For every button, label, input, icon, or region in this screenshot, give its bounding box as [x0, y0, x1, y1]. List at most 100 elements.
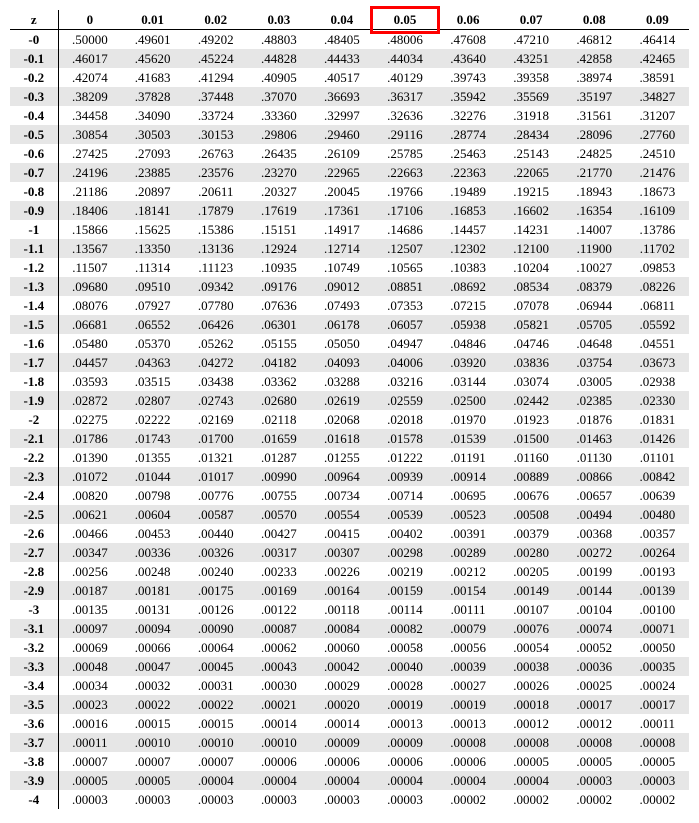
cell: .25143 — [500, 144, 563, 163]
cell: .00118 — [310, 600, 373, 619]
cell: .02385 — [563, 391, 626, 410]
row-z-label: -2 — [10, 410, 58, 429]
cell: .20897 — [121, 182, 184, 201]
cell: .00554 — [310, 505, 373, 524]
cell: .10749 — [310, 258, 373, 277]
cell: .25463 — [437, 144, 500, 163]
cell: .00440 — [184, 524, 247, 543]
row-z-label: -2.2 — [10, 448, 58, 467]
cell: .01426 — [626, 429, 689, 448]
cell: .03754 — [563, 353, 626, 372]
cell: .00240 — [184, 562, 247, 581]
table-row: -0.4.34458.34090.33724.33360.32997.32636… — [10, 106, 689, 125]
cell: .00914 — [437, 467, 500, 486]
cell: .01923 — [500, 410, 563, 429]
table-row: -1.4.08076.07927.07780.07636.07493.07353… — [10, 296, 689, 315]
cell: .18406 — [58, 201, 121, 220]
cell: .00031 — [184, 676, 247, 695]
cell: .03074 — [500, 372, 563, 391]
cell: .00842 — [626, 467, 689, 486]
cell: .00006 — [437, 752, 500, 771]
cell: .00990 — [247, 467, 310, 486]
cell: .32636 — [373, 106, 436, 125]
row-z-label: -3.5 — [10, 695, 58, 714]
cell: .02619 — [310, 391, 373, 410]
row-z-label: -0 — [10, 30, 58, 50]
cell: .00233 — [247, 562, 310, 581]
cell: .08534 — [500, 277, 563, 296]
row-z-label: -3.3 — [10, 657, 58, 676]
header-z: z — [10, 10, 58, 30]
cell: .00066 — [121, 638, 184, 657]
cell: .22965 — [310, 163, 373, 182]
cell: .08692 — [437, 277, 500, 296]
cell: .02500 — [437, 391, 500, 410]
cell: .26763 — [184, 144, 247, 163]
cell: .00280 — [500, 543, 563, 562]
cell: .00094 — [121, 619, 184, 638]
table-row: -1.2.11507.11314.11123.10935.10749.10565… — [10, 258, 689, 277]
cell: .01659 — [247, 429, 310, 448]
row-z-label: -0.6 — [10, 144, 58, 163]
cell: .11123 — [184, 258, 247, 277]
cell: .04551 — [626, 334, 689, 353]
cell: .00019 — [437, 695, 500, 714]
cell: .32997 — [310, 106, 373, 125]
cell: .00100 — [626, 600, 689, 619]
table-row: -0.8.21186.20897.20611.20327.20045.19766… — [10, 182, 689, 201]
cell: .00069 — [58, 638, 121, 657]
cell: .00175 — [184, 581, 247, 600]
row-z-label: -1.2 — [10, 258, 58, 277]
cell: .00007 — [121, 752, 184, 771]
cell: .00008 — [563, 733, 626, 752]
cell: .30854 — [58, 125, 121, 144]
cell: .00010 — [184, 733, 247, 752]
row-z-label: -2.9 — [10, 581, 58, 600]
cell: .44433 — [310, 49, 373, 68]
table-row: -1.9.02872.02807.02743.02680.02619.02559… — [10, 391, 689, 410]
table-row: -3.6.00016.00015.00015.00014.00014.00013… — [10, 714, 689, 733]
cell: .00466 — [58, 524, 121, 543]
cell: .06426 — [184, 315, 247, 334]
cell: .00074 — [563, 619, 626, 638]
cell: .00010 — [247, 733, 310, 752]
cell: .00040 — [373, 657, 436, 676]
row-z-label: -3.8 — [10, 752, 58, 771]
cell: .00054 — [500, 638, 563, 657]
cell: .20045 — [310, 182, 373, 201]
cell: .00453 — [121, 524, 184, 543]
table-row: -1.8.03593.03515.03438.03362.03288.03216… — [10, 372, 689, 391]
cell: .07353 — [373, 296, 436, 315]
table-row: -0.3.38209.37828.37448.37070.36693.36317… — [10, 87, 689, 106]
row-z-label: -2.6 — [10, 524, 58, 543]
cell: .47210 — [500, 30, 563, 50]
cell: .48803 — [247, 30, 310, 50]
cell: .45620 — [121, 49, 184, 68]
cell: .07078 — [500, 296, 563, 315]
cell: .19766 — [373, 182, 436, 201]
cell: .44828 — [247, 49, 310, 68]
cell: .00018 — [500, 695, 563, 714]
cell: .44034 — [373, 49, 436, 68]
table-row: -2.7.00347.00336.00326.00317.00307.00298… — [10, 543, 689, 562]
cell: .46017 — [58, 49, 121, 68]
cell: .00357 — [626, 524, 689, 543]
cell: .00256 — [58, 562, 121, 581]
cell: .00776 — [184, 486, 247, 505]
cell: .48006 — [373, 30, 436, 50]
cell: .00307 — [310, 543, 373, 562]
cell: .00336 — [121, 543, 184, 562]
row-z-label: -3.6 — [10, 714, 58, 733]
cell: .12924 — [247, 239, 310, 258]
cell: .00032 — [121, 676, 184, 695]
cell: .00002 — [437, 790, 500, 809]
cell: .17879 — [184, 201, 247, 220]
cell: .10383 — [437, 258, 500, 277]
cell: .00087 — [247, 619, 310, 638]
cell: .00058 — [373, 638, 436, 657]
row-z-label: -1.6 — [10, 334, 58, 353]
cell: .00798 — [121, 486, 184, 505]
cell: .06057 — [373, 315, 436, 334]
cell: .17106 — [373, 201, 436, 220]
cell: .46414 — [626, 30, 689, 50]
